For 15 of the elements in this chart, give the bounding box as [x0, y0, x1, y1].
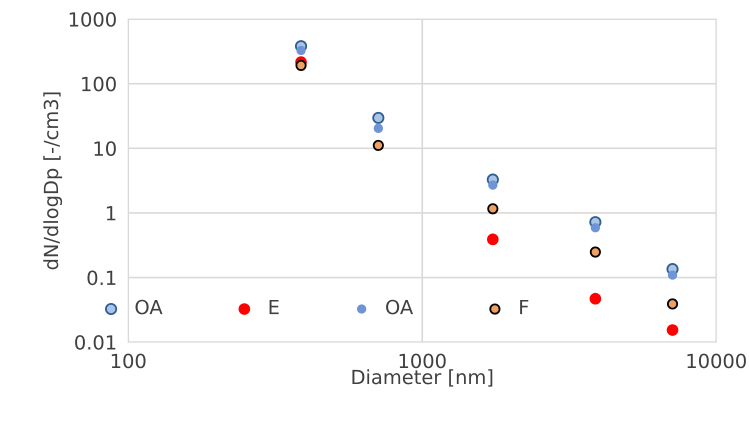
legend-label: F: [520, 300, 528, 314]
x-tick-label: 100: [112, 354, 146, 368]
y-tick-label: 100: [82, 76, 116, 92]
y-tick-label: 1: [106, 206, 116, 220]
legend-label: OA: [136, 300, 163, 314]
y-tick-label: 0.1: [88, 270, 116, 286]
x-tick-label: 10000: [687, 354, 746, 368]
y-tick-label: 0.01: [75, 335, 116, 350]
legend-label: OA: [386, 300, 414, 314]
x-axis-title: Diameter [nm]: [352, 369, 492, 387]
y-axis-title: dN/dlogDp [-/cm3]: [43, 92, 62, 270]
legend-label: E: [270, 300, 279, 314]
y-tick-label: 10: [94, 141, 116, 156]
y-tick-label: 1000: [70, 12, 116, 27]
x-tick-label: 1000: [400, 354, 446, 368]
